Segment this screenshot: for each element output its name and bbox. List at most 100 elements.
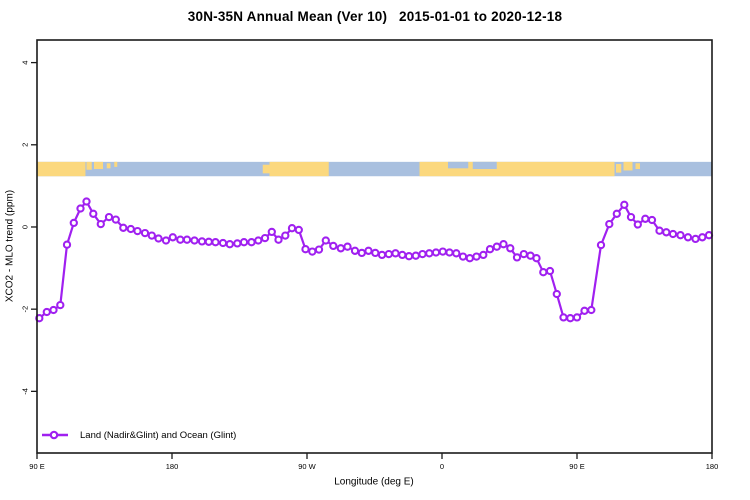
data-point — [176, 235, 185, 244]
map-strip-sea-patch — [448, 161, 469, 169]
data-point — [620, 200, 629, 209]
data-point — [168, 233, 177, 242]
data-point — [559, 313, 568, 322]
map-strip-land — [623, 161, 633, 171]
data-point — [104, 212, 114, 222]
data-point — [254, 236, 263, 245]
data-point — [82, 197, 91, 206]
x-tick-label: 0 — [440, 462, 444, 471]
data-point — [329, 241, 338, 251]
map-strip-land — [262, 164, 270, 174]
map-strip-land — [94, 161, 103, 170]
data-point — [626, 212, 636, 222]
data-point — [111, 215, 120, 224]
series-line — [38, 200, 710, 320]
data-point — [698, 233, 707, 242]
data-point — [314, 245, 324, 254]
data-point — [499, 240, 508, 249]
legend-label: Land (Nadir&Glint) and Ocean (Glint) — [80, 429, 237, 441]
data-point — [76, 204, 85, 213]
map-strip-land — [269, 161, 329, 177]
data-point — [69, 218, 78, 228]
x-tick-label: 90 E — [29, 462, 44, 471]
data-point — [225, 240, 234, 249]
data-point — [204, 237, 213, 246]
plot-border — [36, 39, 713, 454]
data-point — [62, 240, 72, 249]
data-point — [211, 238, 220, 247]
data-point — [119, 223, 128, 232]
data-point — [605, 219, 614, 229]
data-point — [343, 242, 352, 251]
data-point — [704, 231, 714, 240]
map-strip-land — [114, 161, 118, 167]
y-tick-label: 4 — [21, 61, 30, 65]
data-point — [140, 228, 150, 238]
data-point — [391, 249, 400, 258]
map-strip-sea-patch — [472, 161, 497, 170]
data-point — [485, 245, 495, 254]
map-strip-land — [616, 164, 622, 173]
data-point — [371, 248, 380, 258]
data-point — [398, 250, 407, 260]
data-point — [662, 228, 671, 237]
data-point — [161, 236, 171, 245]
data-point — [301, 245, 310, 254]
data-point — [596, 240, 606, 250]
data-point — [133, 226, 142, 236]
data-point — [294, 225, 303, 235]
x-axis-label: Longitude (deg E) — [334, 476, 414, 488]
chart-title: 30N-35N Annual Mean (Ver 10) 2015-01-01 … — [187, 9, 563, 24]
data-point — [438, 247, 447, 256]
map-strip-land — [86, 161, 92, 170]
data-point — [239, 238, 249, 247]
data-point — [612, 209, 621, 218]
data-point — [539, 268, 548, 277]
data-point — [377, 250, 387, 260]
data-point — [492, 242, 501, 251]
data-point — [96, 219, 105, 229]
data-point — [691, 234, 700, 244]
data-point — [287, 224, 297, 233]
data-point — [274, 235, 283, 244]
data-point — [587, 305, 596, 315]
data-point — [445, 248, 454, 257]
data-point — [458, 252, 468, 261]
data-point — [42, 307, 51, 317]
data-point — [197, 237, 207, 246]
data-point — [465, 254, 474, 263]
data-point — [506, 244, 515, 253]
data-point — [519, 249, 528, 259]
map-strip-land — [635, 163, 640, 170]
x-tick-label: 90 W — [298, 462, 316, 471]
data-point — [452, 249, 461, 258]
data-point — [676, 231, 685, 240]
data-point — [532, 254, 541, 263]
data-point — [49, 305, 58, 315]
data-point — [350, 246, 360, 255]
data-point — [512, 253, 522, 262]
data-point — [641, 214, 650, 223]
data-point — [321, 236, 330, 245]
y-tick-label: -2 — [21, 306, 30, 313]
legend-line-marker-icon — [42, 430, 68, 440]
data-point — [218, 238, 228, 248]
data-point — [683, 233, 693, 242]
data-point — [336, 244, 345, 253]
data-point — [668, 229, 678, 239]
map-strip-land — [37, 161, 86, 177]
data-point — [431, 248, 441, 257]
data-point — [633, 220, 642, 229]
data-point — [154, 234, 163, 243]
data-point — [655, 226, 664, 235]
data-point — [479, 250, 488, 260]
data-point — [247, 238, 256, 247]
data-point — [572, 313, 582, 322]
data-point — [126, 224, 135, 234]
data-point — [357, 248, 366, 258]
data-point — [190, 236, 199, 245]
data-point — [418, 249, 427, 259]
data-point — [647, 215, 657, 225]
